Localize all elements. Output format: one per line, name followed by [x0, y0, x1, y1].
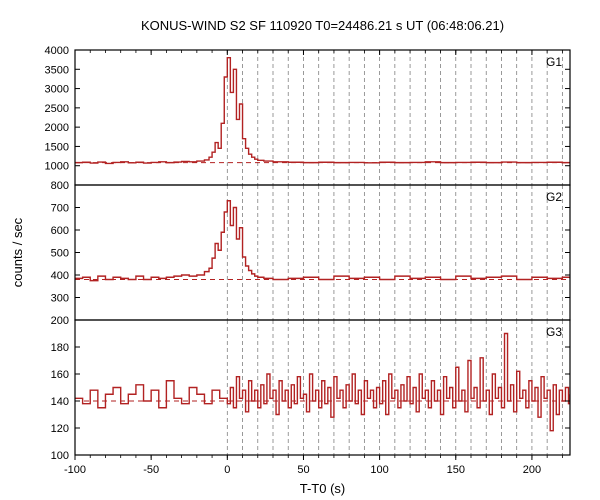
x-tick-label: 100	[370, 464, 388, 476]
y-tick-label: 700	[51, 203, 69, 215]
y-tick-label: 3500	[45, 64, 69, 76]
y-tick-label: 180	[51, 342, 69, 354]
lightcurve-figure: KONUS-WIND S2 SF 110920 T0=24486.21 s UT…	[0, 0, 600, 500]
x-axis-label: T-T0 (s)	[300, 481, 346, 496]
y-tick-label: 500	[51, 248, 69, 260]
y-tick-label: 120	[51, 423, 69, 435]
y-tick-label: 600	[51, 225, 69, 237]
chart-title: KONUS-WIND S2 SF 110920 T0=24486.21 s UT…	[141, 18, 504, 33]
y-tick-label: 3000	[45, 84, 69, 96]
y-tick-label: 2000	[45, 122, 69, 134]
x-tick-label: 150	[447, 464, 465, 476]
y-axis-label: counts / sec	[10, 217, 25, 287]
y-tick-label: 200	[51, 315, 69, 327]
y-tick-label: 1500	[45, 141, 69, 153]
y-tick-label: 140	[51, 396, 69, 408]
y-tick-label: 300	[51, 293, 69, 305]
panel-label: G1	[546, 55, 562, 69]
y-tick-label: 160	[51, 369, 69, 381]
panel-label: G3	[546, 325, 562, 339]
y-tick-label: 2500	[45, 103, 69, 115]
y-tick-label: 100	[51, 450, 69, 462]
y-tick-label: 800	[51, 180, 69, 192]
y-tick-label: 1000	[45, 161, 69, 173]
y-tick-label: 4000	[45, 45, 69, 57]
y-tick-label: 400	[51, 270, 69, 282]
x-tick-label: 50	[297, 464, 309, 476]
x-tick-label: 0	[224, 464, 230, 476]
x-tick-label: 200	[523, 464, 541, 476]
x-tick-label: -100	[64, 464, 86, 476]
x-tick-label: -50	[143, 464, 159, 476]
panel-label: G2	[546, 190, 562, 204]
